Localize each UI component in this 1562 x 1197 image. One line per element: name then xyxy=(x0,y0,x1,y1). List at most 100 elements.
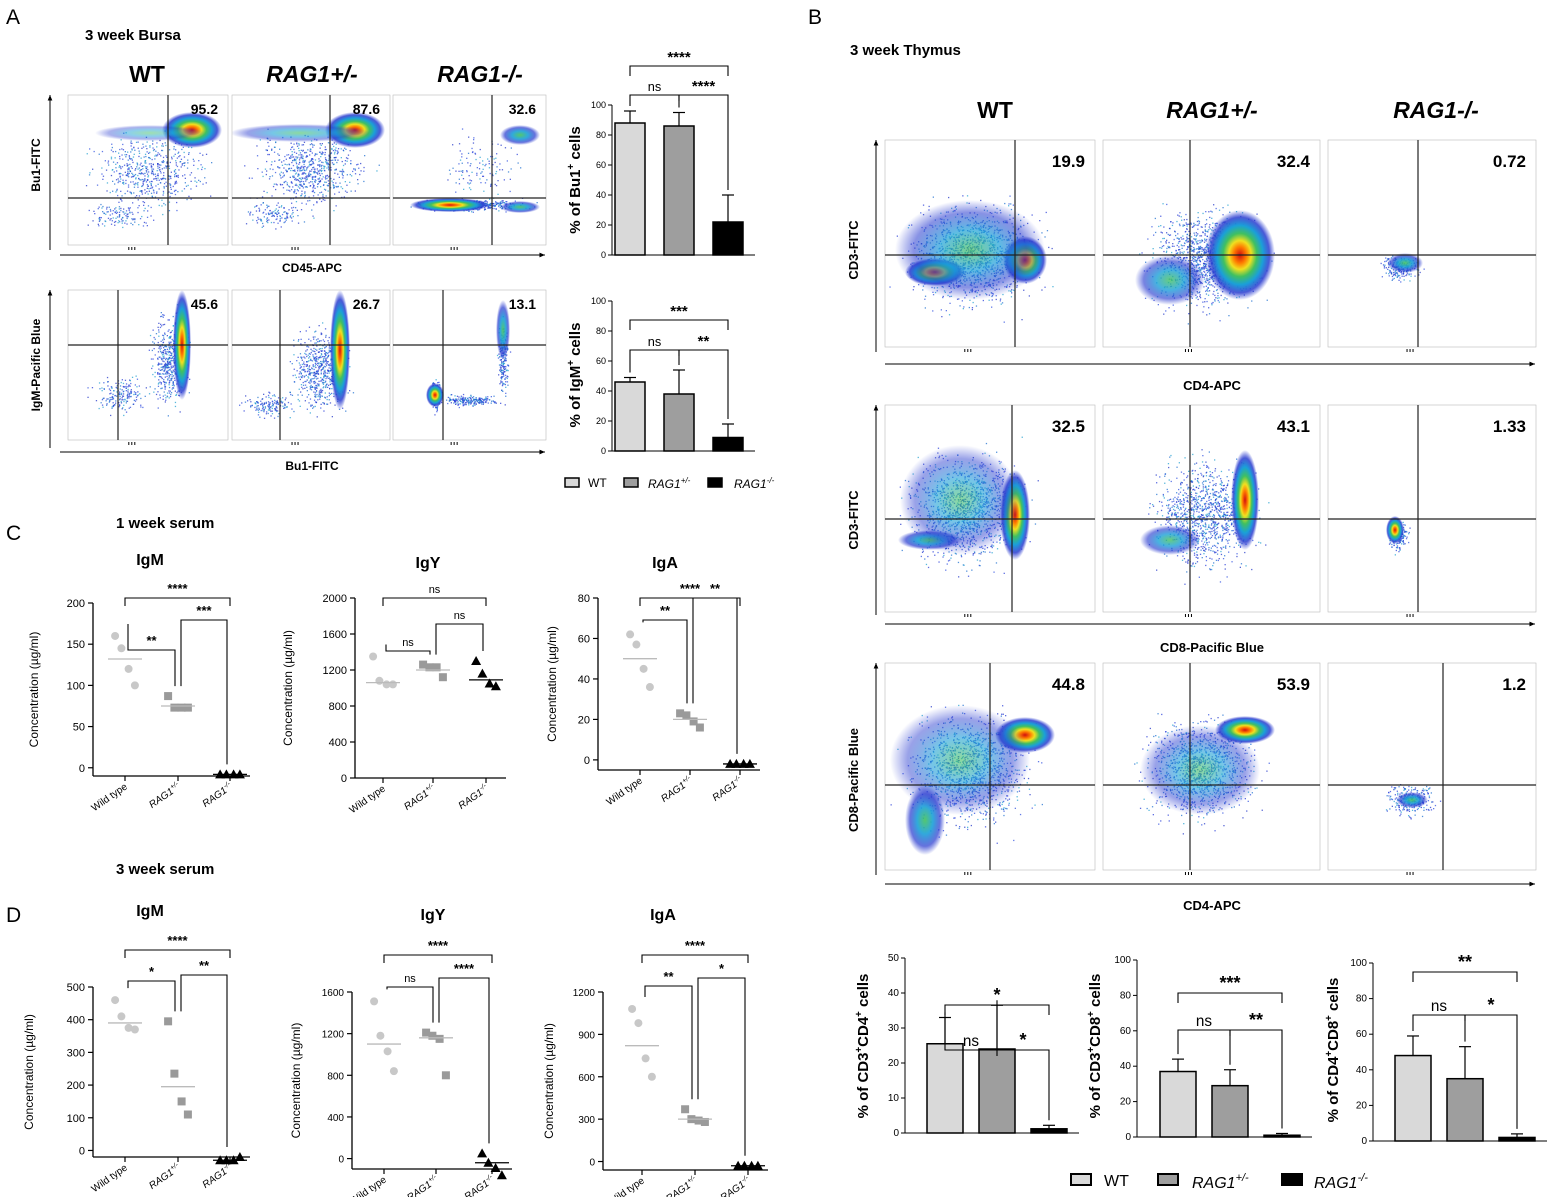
flow-event xyxy=(473,403,475,405)
flow-event xyxy=(301,157,303,160)
flow-event xyxy=(146,184,149,186)
flow-event xyxy=(263,403,265,405)
flow-event xyxy=(211,162,213,164)
flow-event xyxy=(302,159,304,161)
flow-event xyxy=(176,209,178,212)
flow-event xyxy=(326,177,328,180)
flow-event xyxy=(283,181,285,184)
flow-event xyxy=(270,415,272,417)
flow-event xyxy=(165,367,167,369)
flow-event xyxy=(172,369,174,371)
flow-event xyxy=(244,165,246,167)
flow-event xyxy=(326,184,328,186)
flow-event xyxy=(170,392,173,394)
flow-event xyxy=(305,203,307,205)
flow-event xyxy=(281,161,283,163)
flow-event xyxy=(163,323,166,326)
flow-event xyxy=(896,235,898,237)
flow-event xyxy=(317,170,319,172)
flow-event xyxy=(968,306,970,309)
flow-event xyxy=(136,378,139,380)
flow-event xyxy=(139,172,142,175)
flow-event xyxy=(125,179,127,182)
flow-event xyxy=(317,395,319,398)
flow-event xyxy=(296,209,298,211)
flow-event xyxy=(120,381,122,384)
flow-event xyxy=(124,154,126,156)
flow-event xyxy=(315,391,318,393)
flow-event xyxy=(341,172,343,174)
flow-event xyxy=(120,393,123,396)
flow-event xyxy=(324,381,327,383)
flow-event xyxy=(316,370,318,372)
flow-event xyxy=(115,191,117,193)
flow-event xyxy=(324,199,326,201)
flow-event xyxy=(298,144,300,146)
flow-event xyxy=(310,148,312,150)
flow-event xyxy=(112,210,114,212)
flow-event xyxy=(462,396,464,398)
flow-event xyxy=(99,218,101,221)
flow-event xyxy=(112,398,115,400)
flow-event xyxy=(244,401,247,403)
flow-event xyxy=(468,396,470,399)
flow-density-blob xyxy=(426,383,444,407)
flow-event xyxy=(289,391,291,394)
flow-event xyxy=(270,397,272,400)
flow-event xyxy=(313,350,315,352)
flow-event xyxy=(271,149,273,151)
flow-event xyxy=(461,398,463,401)
flow-event xyxy=(495,208,497,210)
flow-event xyxy=(294,189,296,191)
flow-event xyxy=(316,371,318,373)
flow-event xyxy=(479,399,481,401)
flow-event xyxy=(296,145,299,147)
flow-event xyxy=(170,365,172,367)
flow-event xyxy=(325,175,327,177)
flow-event xyxy=(125,215,127,217)
flow-percentage: 26.7 xyxy=(353,296,380,312)
flow-event xyxy=(328,345,331,347)
flow-event xyxy=(119,388,121,390)
flow-event xyxy=(101,150,104,153)
flow-event xyxy=(449,399,451,402)
flow-event xyxy=(157,163,159,165)
flow-event xyxy=(463,403,465,405)
flow-event xyxy=(186,198,188,201)
flow-event xyxy=(292,212,294,214)
flow-event xyxy=(159,326,162,329)
flow-event xyxy=(265,396,267,398)
flow-event xyxy=(161,168,163,170)
flow-event xyxy=(257,216,259,219)
flow-event xyxy=(161,143,164,145)
flow-event xyxy=(308,366,310,368)
flow-event xyxy=(109,397,111,399)
flow-event xyxy=(465,397,467,399)
flow-event xyxy=(106,211,108,213)
flow-event xyxy=(308,173,310,175)
flow-event xyxy=(165,359,167,361)
flow-event xyxy=(127,390,129,392)
flow-event xyxy=(304,384,307,386)
flow-event xyxy=(316,378,318,380)
flow-event xyxy=(157,175,159,177)
flow-event xyxy=(298,142,300,145)
flow-event xyxy=(165,366,168,368)
flow-event xyxy=(309,154,311,156)
flow-event xyxy=(310,348,312,350)
flow-event xyxy=(306,396,308,398)
flow-event xyxy=(480,401,482,403)
flow-event xyxy=(170,336,172,338)
flow-event xyxy=(349,181,351,183)
flow-event xyxy=(176,182,178,184)
flow-event xyxy=(304,159,306,162)
flow-event xyxy=(301,144,303,146)
flow-event xyxy=(290,181,293,183)
flow-event xyxy=(163,364,166,366)
flow-event xyxy=(466,400,468,402)
flow-event xyxy=(320,395,322,397)
flow-event xyxy=(199,152,201,154)
flow-event xyxy=(147,205,150,207)
flow-event xyxy=(311,404,313,406)
flow-event xyxy=(110,210,112,212)
